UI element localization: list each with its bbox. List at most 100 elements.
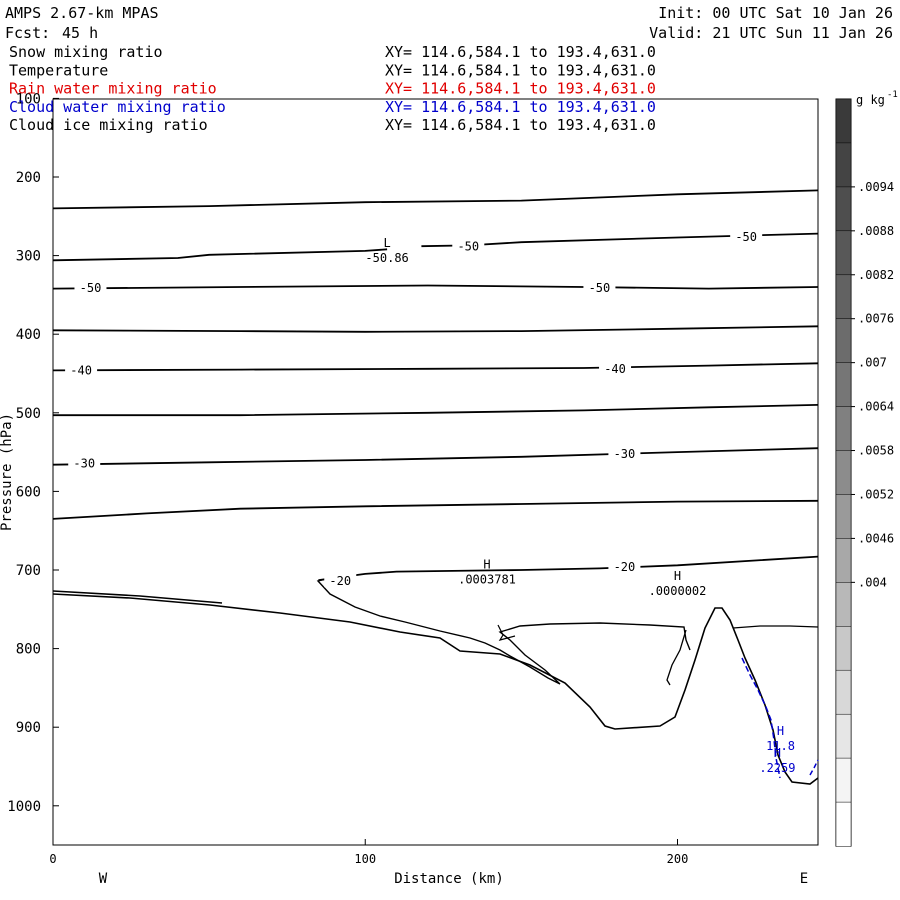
colorbar-segment [835, 186, 852, 232]
contour-label: -20 [329, 574, 351, 588]
y-tick-label: 1000 [7, 799, 41, 815]
extremum-value: .2259 [759, 761, 795, 775]
field-xy: XY= 114.6,584.1 to 193.4,631.0 [385, 116, 656, 134]
west-label: W [99, 871, 108, 887]
contour-label-bg [68, 454, 101, 470]
isotherm-minus-40 [52, 325, 819, 333]
colorbar-label: .0064 [858, 400, 894, 414]
colorbar: .0094 .0088 .0082 .0076 .007 .0064 .0058 .0052.… [835, 98, 894, 847]
field-name: Temperature [9, 61, 108, 79]
colorbar-segment [835, 801, 852, 847]
y-tick-label: 700 [16, 563, 41, 579]
contour-label: -50 [589, 281, 611, 295]
isotherm-minus-20 [52, 499, 819, 520]
field-xy: XY= 114.6,584.1 to 193.4,631.0 [385, 61, 656, 79]
extremum-marker: H [674, 569, 681, 583]
y-tick-label: 300 [16, 249, 41, 265]
east-label: E [800, 871, 808, 887]
colorbar-segment [835, 494, 852, 540]
contour-label: -40 [604, 362, 626, 376]
contour-label: -30 [73, 456, 95, 470]
colorbar-label: .0088 [858, 224, 894, 238]
y-tick-label: 200 [16, 170, 41, 186]
colorbar-segment [835, 230, 852, 276]
field-xy: XY= 114.6,584.1 to 193.4,631.0 [385, 43, 656, 61]
contour-label-bg [599, 359, 632, 375]
field-xy: XY= 114.6,584.1 to 193.4,631.0 [385, 98, 656, 116]
colorbar-segment [835, 538, 852, 584]
field-name: Snow mixing ratio [9, 43, 163, 61]
x-tick-label: 0 [49, 852, 56, 866]
colorbar-label: .0082 [858, 268, 894, 282]
contour-labels: -50 -50 -50 -50 -40 -40 -30 -30 -20 -20 [65, 227, 763, 588]
terrain-ground-line [52, 593, 819, 785]
isotherm-minus-30 [53, 404, 819, 417]
isotherm-minus-50 [52, 284, 819, 290]
init-time: Init: 00 UTC Sat 10 Jan 26 [658, 4, 893, 22]
colorbar-unit: g kg [856, 93, 885, 107]
contour-label-bg [74, 279, 107, 295]
colorbar-label: .0046 [858, 531, 894, 545]
field-name: Cloud ice mixing ratio [9, 116, 208, 134]
cloud-water-contour-edge [809, 759, 819, 776]
contour-label: -50 [457, 239, 479, 253]
contour-label: -20 [614, 560, 636, 574]
contour-label-bg [730, 227, 763, 243]
y-tick-label: 500 [16, 406, 41, 422]
extremum-value: -50.86 [365, 251, 408, 265]
colorbar-segment [835, 98, 852, 144]
y-tick-label: 600 [16, 484, 41, 500]
isotherm-minus-60 [52, 189, 819, 210]
colorbar-label: .0076 [858, 312, 894, 326]
x-axis: 0 100 200 [49, 839, 688, 866]
colorbar-segment [835, 713, 852, 759]
colorbar-segment [835, 318, 852, 364]
extremum-marker: H [774, 746, 781, 760]
extremum-marker: H [483, 557, 490, 571]
y-axis-title: Pressure (hPa) [0, 413, 15, 531]
contour-label: -30 [614, 447, 636, 461]
terrain-ridge-line [732, 625, 819, 629]
y-tick-label: 900 [16, 720, 41, 736]
contour-label: -40 [70, 364, 92, 378]
extremum-marker: H [777, 724, 784, 738]
colorbar-segment [835, 274, 852, 320]
cloud-water-contour [741, 657, 781, 779]
y-tick-label: 100 [16, 91, 41, 107]
colorbar-segment [835, 142, 852, 188]
extremum-value: .0003781 [458, 572, 516, 586]
x-tick-label: 200 [667, 852, 689, 866]
colorbar-segment [835, 450, 852, 496]
extremum-value: 11.8 [766, 739, 795, 753]
terrain-side-loop [666, 629, 687, 686]
terrain-line-upper [52, 590, 223, 604]
y-tick-label: 400 [16, 327, 41, 343]
contour-label-bg [583, 279, 616, 295]
contour-label-bg [608, 558, 641, 574]
temperature-contours [52, 189, 819, 582]
isotherm-minus-50 [52, 248, 388, 262]
extremum-marker: L [383, 236, 390, 250]
colorbar-label: .007 [858, 356, 887, 370]
forecast-label: Fcst: [5, 24, 50, 42]
contour-label: -50 [80, 281, 102, 295]
colorbar-label: .0052 [858, 487, 894, 501]
isotherm-minus-20 [318, 555, 819, 582]
field-name: Rain water mixing ratio [9, 80, 217, 98]
contour-label-bg [452, 237, 485, 253]
forecast-hour: 45 h [62, 24, 98, 42]
field-legend: Snow mixing ratio XY= 114.6,584.1 to 193.… [9, 43, 656, 134]
colorbar-segment [835, 626, 852, 671]
isotherm-minus-30 [52, 447, 819, 466]
field-xy: XY= 114.6,584.1 to 193.4,631.0 [385, 80, 656, 98]
colorbar-segment [835, 757, 852, 803]
contour-label-bg [608, 444, 641, 460]
contour-label-bg [324, 572, 357, 588]
isotherm-minus-40 [52, 362, 819, 372]
field-name: Cloud water mixing ratio [9, 98, 226, 116]
colorbar-label: .0058 [858, 444, 894, 458]
colorbar-segment [835, 669, 852, 715]
isotherm-minus-20-loop [316, 578, 691, 685]
model-title: AMPS 2.67-km MPAS [5, 4, 159, 22]
